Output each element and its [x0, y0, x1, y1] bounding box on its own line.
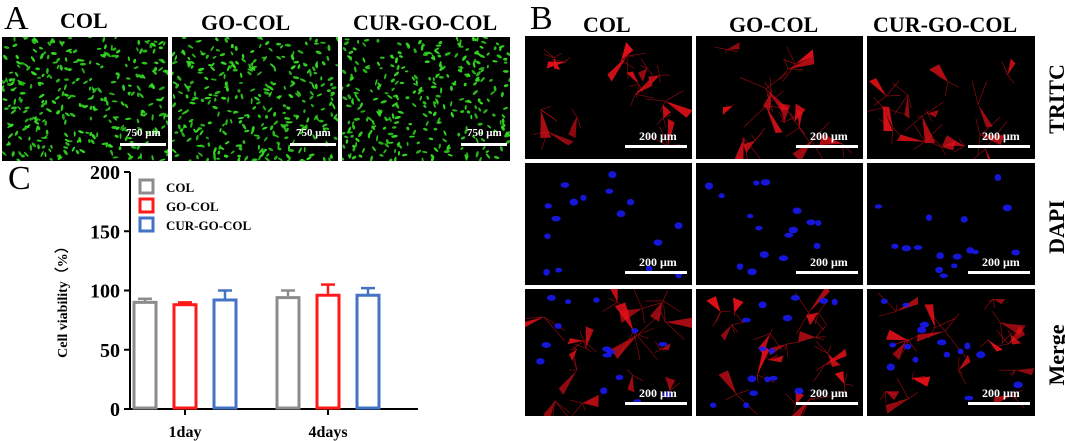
panel-b-scale-bar	[625, 402, 687, 405]
green-cell-layer	[172, 37, 338, 161]
panel-b-row-label-dapi: DAPI	[1044, 200, 1065, 254]
panel-b-merge-col	[525, 289, 692, 416]
bar-go-col-1day	[172, 303, 198, 410]
tritc-cell-layer	[533, 42, 692, 151]
panel-a-column-label-col: COL	[60, 8, 108, 33]
merge-cell-layer	[877, 292, 1035, 414]
panel-a-image-cur-go-col	[342, 37, 510, 161]
panel-b-letter: B	[530, 0, 553, 37]
panel-b-scale-label: 200 μm	[982, 129, 1020, 143]
panel-b-row-label-tritc: TRITC	[1044, 64, 1065, 134]
panel-b-scale-bar	[796, 402, 858, 405]
y-tick-label: 150	[90, 221, 120, 243]
bar-go-col-4days	[315, 293, 341, 410]
panel-b-scale-bar	[796, 271, 858, 274]
panel-b-dapi-col	[525, 163, 692, 285]
panel-b-scale-label: 200 μm	[982, 255, 1020, 269]
y-tick-label: 200	[90, 162, 120, 184]
panel-b-scale-label: 200 μm	[639, 386, 677, 400]
legend-swatch-cur-go-col	[138, 216, 155, 233]
panel-b-column-label-cur-go-col: CUR-GO-COL	[873, 12, 1018, 37]
tritc-cell-layer	[714, 42, 853, 159]
dapi-nuclei-layer	[874, 173, 1020, 278]
panel-c-letter: C	[8, 160, 31, 197]
panel-b-scale-label: 200 μm	[982, 386, 1020, 400]
panel-b-column-label-col: COL	[583, 12, 631, 37]
panel-b-merge-cur-go-col	[867, 289, 1035, 416]
panel-b-scale-bar	[625, 145, 687, 148]
panel-b-scale-label: 200 μm	[810, 255, 848, 269]
panel-a-column-label-go-col: GO-COL	[201, 10, 291, 35]
panel-a-image-col	[2, 37, 168, 161]
legend-label-col: COL	[166, 180, 195, 195]
panel-b-scale-label: 200 μm	[639, 129, 677, 143]
panel-b-scale-bar	[968, 145, 1030, 148]
y-tick-label: 50	[100, 340, 120, 362]
y-tick-label: 100	[90, 281, 120, 303]
panel-a-letter: A	[4, 0, 29, 37]
y-axis-label: Cell viability（%）	[55, 239, 71, 358]
y-tick-label: 0	[110, 399, 120, 421]
panel-b-scale-bar	[625, 271, 687, 274]
x-tick-label: 1day	[169, 424, 202, 441]
panel-b-tritc-col	[525, 36, 692, 159]
panel-b-scale-label: 200 μm	[810, 386, 848, 400]
panel-a-scale-label-1: 750 μm	[126, 127, 161, 139]
green-cell-layer	[342, 37, 510, 161]
panel-a-column-label-cur-go-col: CUR-GO-COL	[353, 10, 498, 35]
tritc-cell-layer	[867, 58, 1016, 159]
panel-b-scale-label: 200 μm	[639, 255, 677, 269]
legend-label-cur-go-col: CUR-GO-COL	[166, 218, 252, 233]
dapi-nuclei-layer	[543, 171, 683, 279]
panel-b-scale-label: 200 μm	[810, 129, 848, 143]
legend-label-go-col: GO-COL	[166, 199, 219, 214]
panel-a-scale-bar-2	[290, 143, 336, 146]
panel-b-dapi-cur-go-col	[867, 163, 1035, 285]
bar-cur-go-col-1day	[212, 298, 238, 410]
panel-a-image-go-col	[172, 37, 338, 161]
merge-cell-layer	[525, 289, 692, 416]
panel-a-scale-bar-1	[120, 143, 166, 146]
panel-c-bar-chart: 0 50 100 150 200 Cell viability（%） 1day 4days CO…	[55, 162, 418, 441]
panel-b-merge-go-col	[696, 289, 863, 416]
bar-col-1day	[132, 300, 158, 410]
legend-swatch-col	[138, 178, 155, 195]
panel-b-scale-bar	[796, 145, 858, 148]
x-tick-label: 4days	[308, 424, 347, 441]
panel-a-scale-label-3: 750 μm	[467, 127, 502, 139]
green-cell-layer	[2, 37, 168, 161]
legend-swatch-go-col	[138, 197, 155, 214]
bar-col-4days	[275, 296, 301, 410]
panel-b-row-label-merge: Merge	[1044, 324, 1065, 386]
panel-b-tritc-go-col	[696, 36, 863, 159]
dapi-nuclei-layer	[705, 179, 822, 276]
bar-cur-go-col-4days	[355, 293, 381, 410]
panel-a-scale-label-2: 750 μm	[296, 127, 331, 139]
panel-b-column-label-go-col: GO-COL	[729, 12, 819, 37]
panel-b-tritc-cur-go-col	[867, 36, 1035, 159]
panel-a-scale-bar-3	[461, 143, 507, 146]
panel-b-dapi-go-col	[696, 163, 863, 285]
panel-b-scale-bar	[968, 271, 1030, 274]
panel-b-scale-bar	[968, 402, 1030, 405]
